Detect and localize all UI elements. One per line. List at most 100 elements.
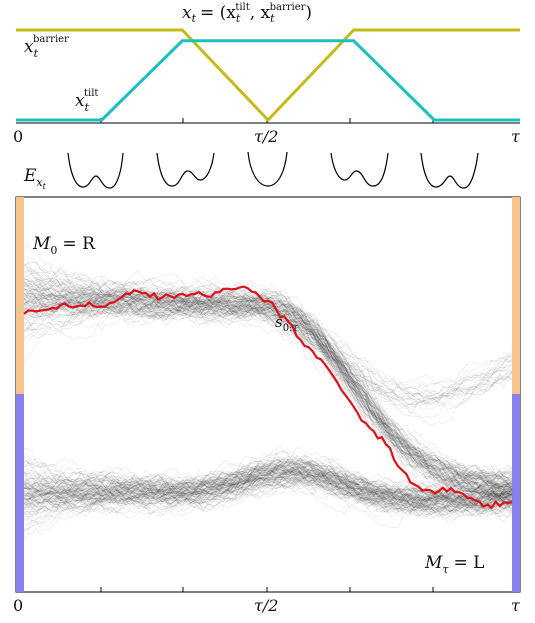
trajectory-line (23, 281, 513, 485)
trajectory-line (23, 458, 513, 511)
trajectory-line (24, 462, 513, 504)
trajectory-line (23, 276, 513, 399)
energy-label: Ext (23, 166, 47, 191)
axis-top-tick-0: 0 (13, 127, 23, 146)
trajectory-line (23, 466, 513, 510)
trajectory-line (23, 467, 513, 512)
trajectory-line (23, 302, 513, 493)
trajectory-line (23, 290, 513, 479)
trajectory-line (23, 286, 513, 498)
trajectory-line (23, 257, 513, 475)
trajectory-line (23, 463, 513, 512)
trajectory-line (23, 294, 513, 398)
trajectory-line (23, 465, 513, 519)
trajectory-line (23, 282, 512, 503)
trajectory-line (23, 244, 513, 492)
trajectory-line (23, 295, 513, 496)
trajectory-line (23, 461, 513, 519)
trajectory-line (23, 481, 513, 518)
trajectory-line (23, 290, 513, 497)
trajectory-line (23, 471, 513, 517)
trajectory-line (24, 282, 513, 503)
trajectory-line (23, 469, 513, 531)
state-top-label: M0 = R (32, 234, 96, 257)
trajectory-line (23, 289, 513, 503)
protocol-title: xt = (xttilt, xtbarrier) (182, 2, 312, 25)
trajectory-line (23, 464, 513, 523)
state-R-bar-right (512, 197, 520, 394)
axis-bottom-tick-mid: τ/2 (254, 596, 278, 615)
trajectory-line (23, 460, 513, 517)
trajectory-line (23, 469, 513, 518)
trajectory-line (23, 287, 513, 489)
trajectory-line (23, 458, 513, 516)
trajectory-line (23, 463, 513, 504)
state-L-bar-left (16, 394, 24, 592)
trajectory-line (23, 287, 513, 409)
trajectory-line (23, 468, 513, 509)
trajectory-line (23, 285, 513, 501)
trajectory-line (23, 295, 513, 495)
trajectory-line (23, 462, 513, 506)
trajectory-line (23, 269, 513, 512)
trajectory-line (23, 304, 513, 503)
trajectory-line (23, 467, 513, 513)
trajectory-line (23, 458, 513, 513)
trajectory-line (23, 287, 513, 483)
trajectory-line (23, 464, 513, 520)
trajectory-line (23, 281, 513, 497)
trajectory-line (23, 469, 513, 517)
trajectory-line (23, 291, 513, 401)
trajectory-line (23, 459, 513, 517)
trajectory-panel: M0 = R s0:τ Mτ = L 0 τ/2 τ (13, 196, 521, 615)
trajectory-line (23, 466, 513, 500)
trajectory-line (23, 472, 513, 512)
axis-top-tick-mid: τ/2 (254, 127, 278, 146)
trajectory-line (23, 467, 513, 508)
barrier-label: xtbarrier (24, 34, 69, 60)
trajectory-line (23, 275, 513, 492)
trajectory-line (23, 472, 513, 514)
tilt-protocol-line (16, 39, 520, 122)
potential-1 (67, 152, 124, 189)
trajectory-line (23, 269, 513, 488)
trajectory-line (23, 277, 513, 497)
trajectory-line (23, 287, 513, 514)
trajectory-line (23, 466, 513, 511)
trajectory-line (23, 292, 513, 504)
axis-top-tick-end: τ (511, 127, 521, 146)
trajectory-line (23, 472, 513, 504)
trajectory-line (23, 470, 513, 505)
trajectory-line (23, 281, 513, 491)
energy-row: Ext (23, 151, 479, 191)
trajectory-line (23, 471, 513, 509)
trajectory-line (23, 466, 513, 508)
trajectory-line (23, 463, 513, 512)
trajectory-line (23, 453, 513, 507)
trajectory-line (23, 297, 513, 414)
trajectory-line (23, 459, 513, 508)
trajectory-line (23, 287, 513, 491)
trajectory-line (23, 447, 513, 506)
trajectory-line (23, 461, 513, 507)
trajectory-line (23, 286, 513, 475)
trajectory-line (23, 291, 513, 484)
trajectory-line (23, 288, 513, 505)
trajectory-line (23, 275, 513, 502)
trajectory-line (23, 272, 513, 484)
trajectory-line (23, 286, 513, 492)
trajectory-line (23, 470, 513, 498)
trajectory-line (24, 469, 513, 519)
trajectory-line (23, 458, 513, 514)
trajectory-line (23, 472, 513, 526)
trajectory-line (23, 263, 513, 495)
trajectory-line (23, 457, 513, 502)
trajectory-line (23, 468, 513, 521)
trajectory-frame (15, 196, 521, 593)
potential-2 (156, 152, 215, 187)
state-R-bar-left (16, 197, 24, 394)
trajectory-line (23, 460, 513, 508)
potential-3 (247, 151, 288, 187)
trajectory-line (23, 465, 513, 508)
trajectory-line (23, 467, 513, 515)
